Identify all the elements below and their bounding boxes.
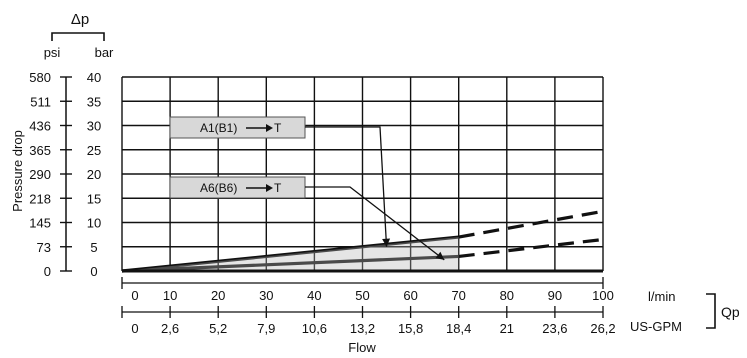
bar-tick-label: 25 [87, 143, 101, 158]
lpm-tick-label: 50 [355, 288, 369, 303]
bar-tick-label: 5 [90, 240, 97, 255]
lpm-tick-label: 60 [403, 288, 417, 303]
psi-tick-label: 0 [44, 264, 51, 279]
bar-unit-label: bar [95, 45, 114, 60]
series-label-a6-to: T [274, 181, 282, 195]
series-dashed-line [458, 237, 604, 259]
series-label-a1-to: T [274, 121, 282, 135]
psi-tick-label: 145 [29, 216, 51, 231]
series-label-a1-from: A1(B1) [200, 121, 237, 135]
bar-tick-label: 40 [87, 70, 101, 85]
gpm-tick-label: 21 [500, 321, 514, 336]
gpm-tick-label: 18,4 [446, 321, 471, 336]
gpm-unit-label: US-GPM [630, 319, 682, 334]
y-tick-labels: 40 580 35 511 30 436 25 365 20 290 15 218 10 145 5 73 0 0 [29, 70, 101, 279]
gpm-tick-label: 2,6 [161, 321, 179, 336]
bar-tick-label: 30 [87, 119, 101, 134]
lpm-tick-label: 100 [592, 288, 614, 303]
bar-tick-label: 20 [87, 167, 101, 182]
series-label-a1: A1(B1) T [169, 116, 306, 139]
x-axes: 0 10 20 30 40 50 60 70 80 90 100 0 2,6 5,2 7,9 10,6 13,2… [121, 277, 616, 336]
lpm-tick-label: 40 [307, 288, 321, 303]
leader-arrowhead [382, 238, 391, 247]
qp-symbol: Qp [721, 304, 740, 320]
lpm-tick-label: 10 [163, 288, 177, 303]
gpm-tick-label: 13,2 [350, 321, 375, 336]
delta-p-bracket: Δp [51, 11, 105, 41]
leader-line [305, 186, 445, 261]
psi-tick-label: 580 [29, 70, 51, 85]
lpm-tick-label: 30 [259, 288, 273, 303]
psi-tick-label: 511 [30, 94, 51, 109]
series-dashed-line [458, 209, 604, 239]
qp-bracket [706, 293, 716, 329]
psi-tick-label: 218 [29, 191, 51, 206]
gpm-tick-label: 26,2 [590, 321, 615, 336]
series-labels: A1(B1) T A6(B6) T [169, 116, 306, 199]
bar-tick-label: 10 [87, 216, 101, 231]
lpm-tick-label: 90 [548, 288, 562, 303]
series-solid-line [121, 254, 459, 273]
psi-unit-label: psi [44, 45, 61, 60]
lpm-tick-label: 20 [211, 288, 225, 303]
x-axis-label: Flow [348, 340, 376, 355]
bar-tick-label: 15 [87, 191, 101, 206]
series-label-a6-from: A6(B6) [200, 181, 237, 195]
series-shade [122, 237, 459, 271]
psi-tick-label: 290 [29, 167, 51, 182]
lpm-unit-label: l/min [648, 289, 675, 304]
gpm-tick-label: 10,6 [302, 321, 327, 336]
gpm-tick-label: 23,6 [542, 321, 567, 336]
lpm-tick-label: 80 [500, 288, 514, 303]
y-axis-label: Pressure drop [10, 130, 25, 212]
delta-p-symbol: Δp [71, 11, 89, 28]
bar-tick-label: 35 [87, 94, 101, 109]
gpm-tick-label: 5,2 [209, 321, 227, 336]
lpm-tick-label: 0 [131, 288, 138, 303]
gpm-tick-label: 15,8 [398, 321, 423, 336]
bar-tick-label: 0 [90, 264, 97, 279]
series-solid-line [121, 235, 459, 273]
psi-tick-label: 73 [37, 240, 51, 255]
psi-tick-label: 365 [29, 143, 51, 158]
psi-tick-label: 436 [29, 119, 51, 134]
leader-arrows [305, 126, 445, 261]
series-layer [121, 209, 604, 273]
gpm-tick-label: 0 [131, 321, 138, 336]
leader-line [305, 126, 388, 247]
gpm-tick-label: 7,9 [257, 321, 275, 336]
series-label-a6: A6(B6) T [169, 176, 306, 199]
leader-arrowhead [435, 251, 445, 260]
lpm-tick-label: 70 [451, 288, 465, 303]
plot-grid [121, 76, 604, 272]
